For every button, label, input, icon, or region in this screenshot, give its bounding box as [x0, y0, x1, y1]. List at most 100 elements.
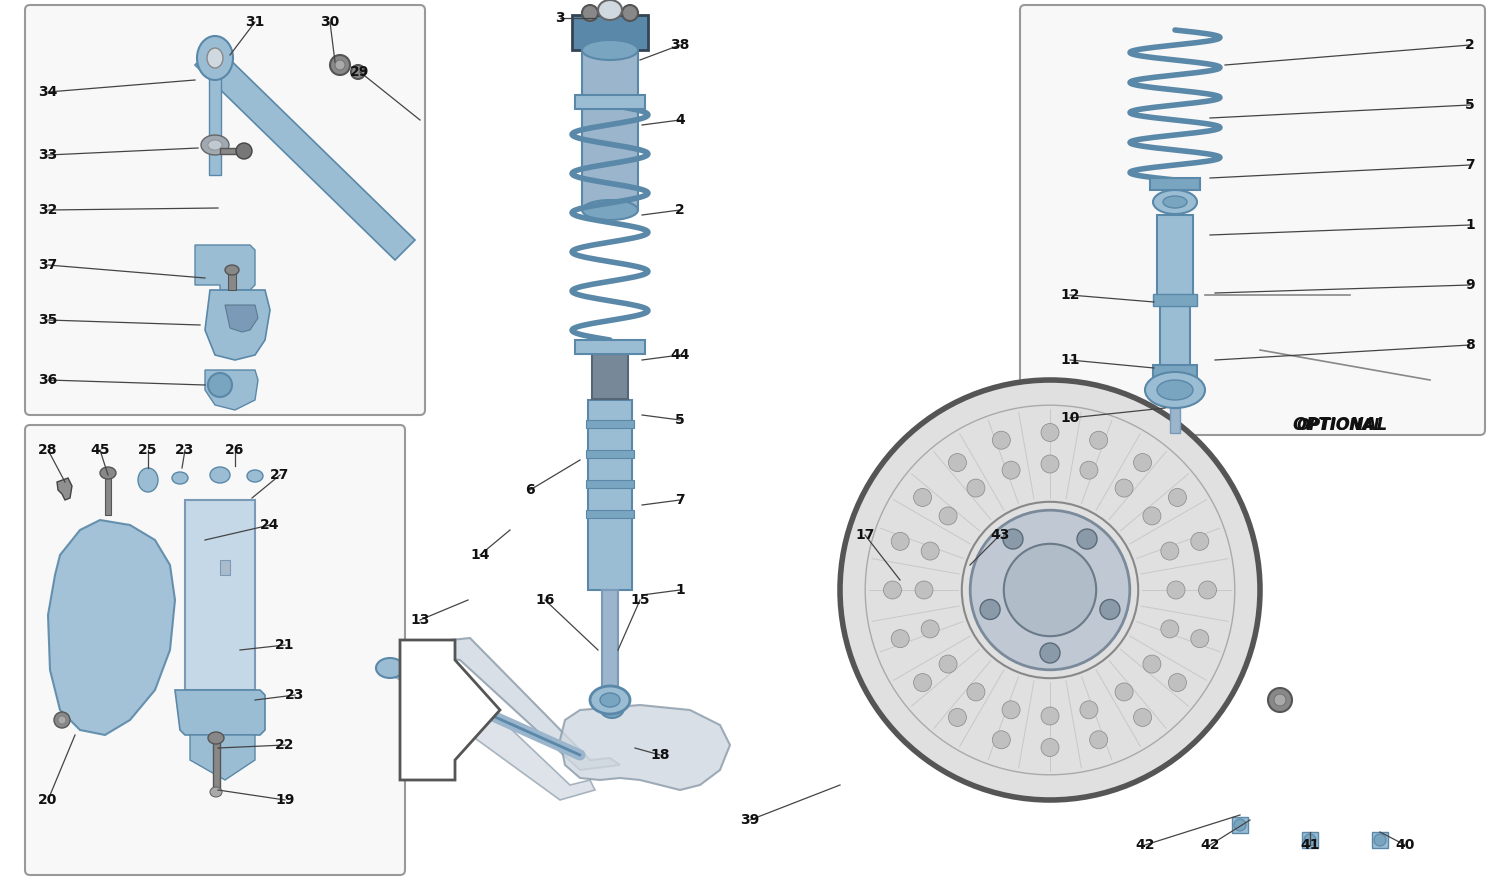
Circle shape — [980, 600, 1000, 619]
Text: 15: 15 — [630, 593, 650, 607]
Circle shape — [1114, 479, 1132, 497]
Ellipse shape — [1156, 380, 1192, 400]
Circle shape — [1041, 424, 1059, 441]
Ellipse shape — [172, 472, 188, 484]
Circle shape — [1168, 489, 1186, 506]
Text: 19: 19 — [276, 793, 294, 807]
Ellipse shape — [600, 693, 619, 707]
Circle shape — [840, 380, 1260, 800]
Ellipse shape — [138, 468, 158, 492]
Circle shape — [1100, 600, 1120, 619]
Text: 38: 38 — [670, 38, 690, 52]
Circle shape — [993, 432, 1011, 449]
Polygon shape — [206, 370, 258, 410]
Circle shape — [914, 674, 932, 692]
Ellipse shape — [100, 467, 116, 479]
Bar — [184, 500, 255, 690]
Text: 44: 44 — [670, 348, 690, 362]
Text: 26: 26 — [225, 443, 245, 457]
Polygon shape — [176, 690, 266, 735]
Circle shape — [1168, 674, 1186, 692]
Circle shape — [1161, 620, 1179, 638]
Ellipse shape — [622, 5, 638, 21]
Bar — [586, 480, 634, 488]
Circle shape — [914, 489, 932, 506]
Bar — [228, 272, 236, 290]
Ellipse shape — [209, 373, 232, 397]
Circle shape — [1143, 507, 1161, 525]
Bar — [572, 15, 648, 50]
Bar — [213, 740, 220, 790]
Polygon shape — [48, 520, 176, 735]
Ellipse shape — [598, 0, 622, 20]
Circle shape — [968, 479, 986, 497]
Circle shape — [1080, 461, 1098, 479]
Text: 2: 2 — [675, 203, 686, 217]
Polygon shape — [430, 690, 596, 800]
Ellipse shape — [209, 732, 224, 744]
Text: 6: 6 — [525, 483, 536, 497]
Text: 9: 9 — [1466, 278, 1474, 292]
Bar — [574, 340, 645, 354]
Circle shape — [1198, 581, 1216, 599]
Text: 29: 29 — [351, 65, 369, 79]
Ellipse shape — [376, 658, 404, 678]
Circle shape — [1114, 683, 1132, 701]
Ellipse shape — [1234, 819, 1246, 831]
Text: 32: 32 — [39, 203, 57, 217]
Polygon shape — [206, 290, 270, 360]
Ellipse shape — [1144, 372, 1204, 408]
Circle shape — [1041, 707, 1059, 725]
Ellipse shape — [1162, 196, 1186, 208]
Ellipse shape — [225, 265, 238, 275]
Circle shape — [921, 620, 939, 638]
Text: 14: 14 — [471, 548, 489, 562]
Bar — [1170, 408, 1180, 433]
Text: 12: 12 — [1060, 288, 1080, 302]
Text: 5: 5 — [675, 413, 686, 427]
Ellipse shape — [210, 467, 230, 483]
Text: OPTIONAL: OPTIONAL — [1296, 417, 1383, 433]
Text: 35: 35 — [39, 313, 57, 327]
Circle shape — [1080, 700, 1098, 719]
Text: 11: 11 — [1060, 353, 1080, 367]
Text: 27: 27 — [270, 468, 290, 482]
Text: 24: 24 — [261, 518, 279, 532]
Text: 37: 37 — [39, 258, 57, 272]
Circle shape — [1077, 529, 1096, 549]
Bar — [602, 590, 618, 690]
Circle shape — [939, 507, 957, 525]
Ellipse shape — [209, 140, 222, 150]
Text: 40: 40 — [1395, 838, 1414, 852]
Bar — [1160, 306, 1190, 366]
Circle shape — [1161, 542, 1179, 560]
Bar — [588, 400, 632, 590]
Text: 7: 7 — [1466, 158, 1474, 172]
Circle shape — [1191, 532, 1209, 550]
Text: 8: 8 — [1466, 338, 1474, 352]
Text: 4: 4 — [675, 113, 686, 127]
Bar — [1372, 832, 1388, 848]
Bar — [1150, 178, 1200, 190]
Bar — [220, 560, 230, 575]
Circle shape — [1089, 432, 1107, 449]
Text: 1: 1 — [1466, 218, 1474, 232]
Bar — [1154, 365, 1197, 379]
Bar — [209, 65, 220, 175]
Circle shape — [1134, 454, 1152, 472]
Bar — [586, 420, 634, 428]
Text: 3: 3 — [555, 11, 566, 25]
Text: 1: 1 — [675, 583, 686, 597]
Circle shape — [1167, 581, 1185, 599]
Circle shape — [891, 629, 909, 648]
FancyBboxPatch shape — [1020, 5, 1485, 435]
Circle shape — [1002, 461, 1020, 479]
Ellipse shape — [1274, 694, 1286, 706]
Bar — [220, 148, 240, 154]
Text: 5: 5 — [1466, 98, 1474, 112]
Text: 23: 23 — [285, 688, 304, 702]
Circle shape — [1004, 544, 1096, 636]
Circle shape — [1143, 655, 1161, 673]
Text: 25: 25 — [138, 443, 158, 457]
Ellipse shape — [582, 5, 598, 21]
